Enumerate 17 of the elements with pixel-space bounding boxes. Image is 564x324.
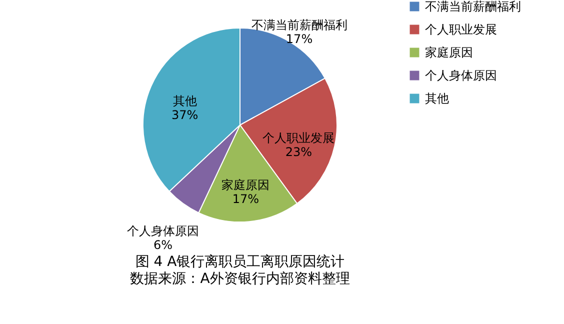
slice-label: 不满当前薪酬福利 <box>251 18 348 32</box>
data-label: 6% <box>154 238 173 252</box>
legend-label: 家庭原因 <box>425 46 473 60</box>
slice-label: 个人身体原因 <box>127 224 200 238</box>
slice-label: 家庭原因 <box>222 178 270 192</box>
data-label: 17% <box>232 192 259 206</box>
text: 数据来源：A外资银行内部资料整理 <box>130 270 350 287</box>
text: 图 4 A银行离职员工离职原因统计 <box>135 254 345 270</box>
data-label: 37% <box>171 108 198 122</box>
legend-label: 个人职业发展 <box>425 22 497 36</box>
legend-label: 其他 <box>425 92 449 106</box>
legend-label: 不满当前薪酬福利 <box>425 0 521 14</box>
slice-label: 其他 <box>172 94 197 108</box>
data-label: 17% <box>286 32 313 46</box>
legend-label: 个人身体原因 <box>425 68 497 82</box>
slice-label: 个人职业发展 <box>262 131 335 146</box>
data-label: 23% <box>285 145 312 160</box>
